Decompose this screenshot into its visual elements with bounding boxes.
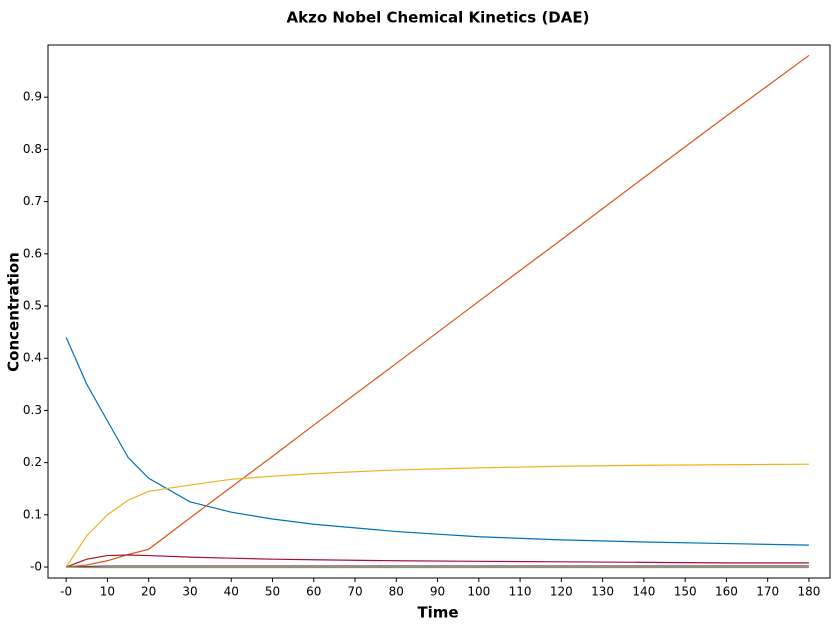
- y-tick-label: 0.8: [23, 142, 42, 156]
- y-tick-label: -0: [30, 560, 42, 574]
- x-tick-label: 120: [550, 585, 573, 599]
- x-tick-label: 110: [509, 585, 532, 599]
- series-line: [66, 566, 809, 569]
- plot-frame: [47, 44, 831, 579]
- x-tick-label: 90: [430, 585, 445, 599]
- x-tick-label: 70: [347, 585, 362, 599]
- x-tick-label: 170: [756, 585, 779, 599]
- x-tick-label: 100: [467, 585, 490, 599]
- x-tick-label: 160: [715, 585, 738, 599]
- y-axis-label: Concentration: [5, 252, 23, 372]
- y-tick-label: 0.5: [23, 299, 42, 313]
- y-tick-label: 0.7: [23, 194, 42, 208]
- x-tick-label: 140: [632, 585, 655, 599]
- y-tick-label: 0.4: [23, 351, 42, 365]
- series-line: [66, 54, 810, 568]
- y-tick-label: 0.6: [23, 246, 42, 260]
- y-tick-label: 0.2: [23, 455, 42, 469]
- x-tick-label: 80: [389, 585, 404, 599]
- series-line: [65, 554, 809, 568]
- x-tick-label: -0: [60, 585, 72, 599]
- series-line: [65, 463, 809, 568]
- series-line: [65, 337, 809, 546]
- x-tick-label: 20: [141, 585, 156, 599]
- x-axis-label: Time: [417, 604, 458, 622]
- x-tick-label: 50: [265, 585, 280, 599]
- x-tick-label: 40: [224, 585, 239, 599]
- chart-title: Akzo Nobel Chemical Kinetics (DAE): [287, 9, 590, 27]
- series-line: [66, 565, 809, 568]
- x-tick-label: 180: [798, 585, 821, 599]
- x-tick-label: 60: [306, 585, 321, 599]
- y-tick-label: 0.9: [23, 90, 42, 104]
- y-tick-label: 0.1: [23, 507, 42, 521]
- x-tick-label: 30: [182, 585, 197, 599]
- y-tick-label: 0.3: [23, 403, 42, 417]
- x-tick-label: 10: [100, 585, 115, 599]
- x-tick-label: 150: [674, 585, 697, 599]
- x-tick-label: 130: [591, 585, 614, 599]
